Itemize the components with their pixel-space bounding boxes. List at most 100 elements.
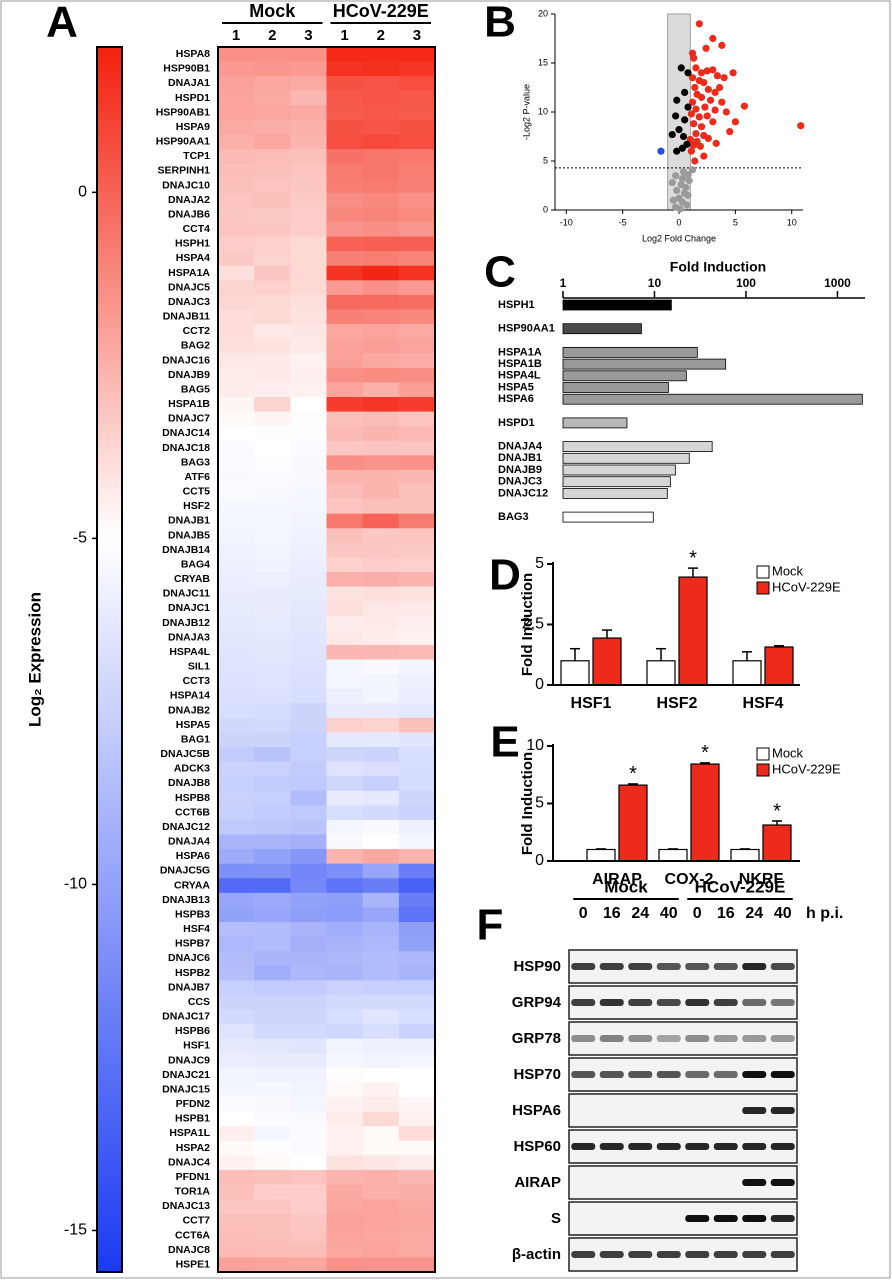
heatmap-cell [218, 907, 255, 923]
heatmap-cell [362, 411, 400, 427]
heatmap-border [217, 46, 436, 1273]
scatter-point [720, 74, 728, 82]
row-label: HSPA1A [168, 267, 210, 279]
heatmap-cell [398, 397, 436, 412]
heatmap-cell [326, 382, 364, 398]
heatmap-cell [362, 265, 400, 281]
row-label: HSPA6 [176, 850, 210, 862]
heatmap-cell [290, 688, 327, 704]
row-label: HSPB7 [175, 938, 210, 950]
heatmap-cell [398, 440, 436, 456]
row-label: HSPA4L [169, 646, 210, 658]
heatmap-cell [362, 499, 400, 515]
heatmap-cell [362, 1242, 400, 1258]
heatmap-cell [326, 294, 364, 310]
row-label: HSPA2 [176, 1142, 210, 1154]
band [685, 1179, 709, 1186]
heatmap-cell [218, 1213, 255, 1229]
y-tick-label: 5 [543, 155, 548, 165]
band [685, 1071, 710, 1078]
heatmap-cell [290, 922, 327, 937]
bar-label: HSPA5 [498, 381, 534, 393]
heatmap-cell [218, 1257, 255, 1273]
heatmap-cell [326, 207, 364, 223]
column-label: 1 [340, 27, 348, 44]
y-tick-label: 5 [535, 555, 544, 572]
heatmap-cell [218, 47, 255, 62]
band [571, 1179, 595, 1186]
bar-label: HSP90AA1 [498, 323, 555, 335]
heatmap-cell [218, 1199, 255, 1215]
heatmap-cell [290, 47, 327, 62]
band [571, 999, 596, 1006]
heatmap-cell [326, 892, 364, 908]
heatmap-cell [290, 586, 327, 602]
row-label: SERPINH1 [157, 165, 210, 177]
heatmap-cell [398, 353, 436, 369]
heatmap-cell [218, 761, 255, 777]
significance-star: * [629, 763, 637, 785]
heatmap-cell [362, 90, 400, 106]
heatmap-cell [362, 951, 400, 967]
heatmap-cell [254, 1009, 291, 1025]
heatmap-cell [290, 863, 327, 879]
scatter-point [688, 166, 697, 174]
heatmap-cell [398, 236, 436, 252]
heatmap-cell [254, 732, 291, 748]
heatmap-cell [218, 951, 255, 967]
heatmap-cell [254, 280, 291, 296]
heatmap-cell [326, 980, 364, 996]
heatmap-cell [398, 207, 436, 223]
heatmap-cell [362, 601, 400, 617]
heatmap-cell [326, 440, 364, 456]
bar [562, 476, 671, 488]
heatmap-cell [290, 484, 327, 500]
heatmap-cell [362, 644, 400, 660]
heatmap-cell [254, 834, 291, 850]
heatmap-cell [398, 309, 436, 325]
scatter-point [695, 113, 703, 121]
band [571, 1107, 595, 1114]
heatmap-cell [398, 951, 436, 967]
y-tick-label: 0 [535, 676, 544, 693]
row-label: DNAJA2 [168, 194, 210, 206]
scatter-point [681, 88, 689, 96]
row-label: CCT6A [175, 1229, 210, 1241]
heatmap-cell [362, 294, 400, 310]
heatmap-cell [218, 528, 255, 544]
heatmap-cell [218, 892, 255, 908]
heatmap-cell [326, 426, 364, 442]
heatmap-cell [254, 353, 291, 369]
heatmap-cell [218, 863, 255, 879]
column-label: 3 [304, 27, 312, 44]
x-tick-label: 10 [648, 276, 662, 290]
heatmap-cell [326, 1097, 364, 1112]
heatmap-cell [290, 440, 327, 456]
heatmap-cell [398, 455, 436, 471]
lane-label: 16 [717, 905, 735, 922]
heatmap-cell [362, 76, 400, 92]
heatmap-cell [326, 236, 364, 252]
heatmap-cell [398, 834, 436, 850]
heatmap-cell [290, 878, 327, 894]
heatmap-cell [398, 192, 436, 208]
heatmap-cell [218, 790, 255, 806]
band [628, 1251, 653, 1258]
panel-letter: B [484, 0, 516, 47]
heatmap-cell [254, 222, 291, 237]
row-label: CCT6B [175, 806, 210, 818]
y-tick-label: 15 [538, 57, 548, 67]
scatter-point [690, 120, 698, 128]
row-label: DNAJC21 [162, 1069, 210, 1081]
heatmap-cell [326, 1228, 364, 1244]
scatter-point [740, 102, 748, 110]
heatmap-cell [254, 455, 291, 471]
heatmap-cell [362, 819, 400, 835]
heatmap-cell [326, 47, 364, 62]
scatter-point [684, 69, 692, 77]
band [599, 963, 624, 970]
row-label: DNAJB13 [162, 894, 210, 906]
heatmap-cell [254, 251, 291, 267]
row-label: BAG5 [181, 383, 210, 395]
